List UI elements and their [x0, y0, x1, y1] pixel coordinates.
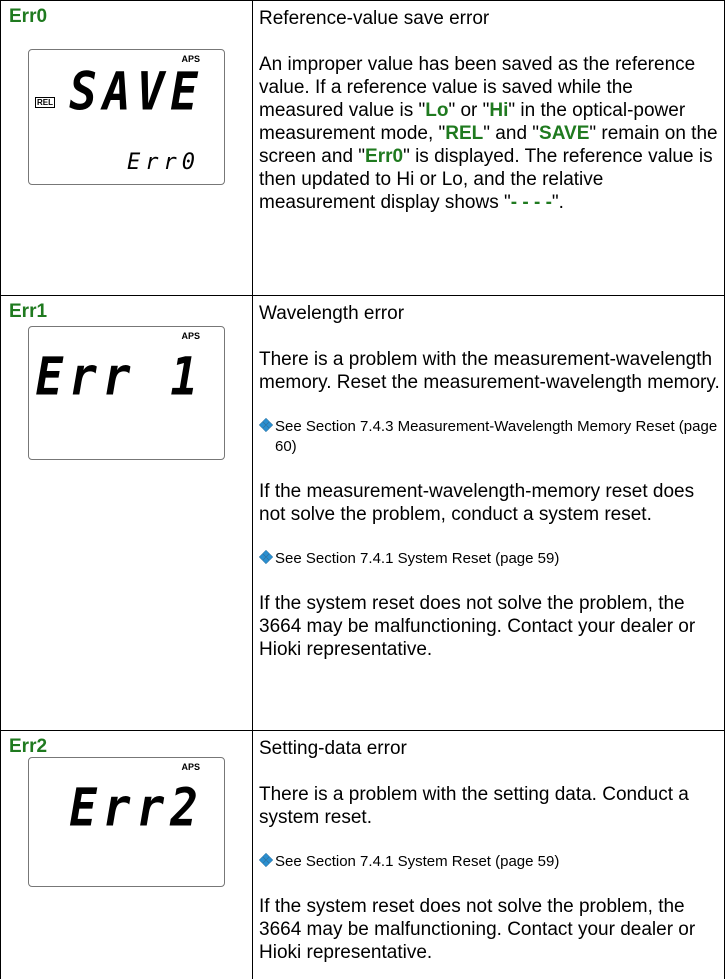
- text: " or ": [448, 100, 490, 121]
- lcd-indicator: APS: [181, 331, 200, 341]
- error-code: Err0: [9, 6, 48, 27]
- lcd-display: APS Err2: [28, 757, 225, 887]
- reference-text: See Section 7.4.1 System Reset (page 59): [275, 853, 560, 870]
- text: " is displayed. The reference value is t…: [259, 146, 713, 213]
- highlight: REL: [445, 123, 484, 144]
- lcd-sub: Err0: [127, 150, 200, 175]
- see-reference: See Section 7.4.3 Measurement-Wavelength…: [258, 417, 720, 457]
- text: " in the optical-power measurement mode,…: [259, 100, 686, 144]
- paragraph: If the system reset does not solve the p…: [259, 592, 720, 661]
- lcd-indicator: APS: [181, 762, 200, 772]
- error-row: Err1 APS Err 1 Wavelength error There is a p…: [1, 296, 725, 731]
- error-code: Err2: [9, 736, 48, 757]
- error-title: Setting-data error: [259, 738, 407, 759]
- highlight: Hi: [489, 100, 509, 121]
- reference-icon: [258, 852, 274, 868]
- description-cell: Setting-data error There is a problem wit…: [253, 731, 725, 979]
- highlight: Lo: [425, 100, 449, 121]
- text: ".: [551, 192, 564, 213]
- paragraph: An improper value has been saved as the …: [259, 53, 720, 214]
- error-cell: Err1 APS Err 1: [1, 296, 253, 730]
- text: " remain on the screen and ": [259, 123, 718, 167]
- error-title: Reference-value save error: [259, 8, 490, 29]
- paragraph: There is a problem with the setting data…: [259, 783, 720, 829]
- paragraph: If the system reset does not solve the p…: [259, 895, 720, 964]
- description-cell: Reference-value save error An improper va…: [253, 1, 725, 295]
- highlight: SAVE: [539, 123, 590, 144]
- error-title: Wavelength error: [259, 303, 405, 324]
- see-reference: See Section 7.4.1 System Reset (page 59): [258, 852, 720, 872]
- lcd-display: APS Err 1: [28, 326, 225, 460]
- reference-text: See Section 7.4.1 System Reset (page 59): [275, 550, 560, 567]
- text: If the system reset does not solve the p…: [259, 593, 696, 660]
- lcd-left-indicator: REL: [35, 97, 55, 108]
- lcd-display: APS SAVE REL Err0: [28, 49, 225, 185]
- see-reference: See Section 7.4.1 System Reset (page 59): [258, 549, 720, 569]
- lcd-main: Err 1: [35, 344, 204, 408]
- paragraph: There is a problem with the measurement-…: [259, 348, 720, 394]
- reference-icon: [258, 417, 274, 433]
- reference-text: See Section 7.4.3 Measurement-Wavelength…: [275, 418, 718, 455]
- highlight: - - - -: [510, 192, 552, 213]
- text: If the system reset does not solve the p…: [259, 896, 696, 963]
- error-row: Err2 APS Err2 Setting-data error There is a …: [1, 731, 725, 979]
- lcd-indicator: APS: [181, 54, 200, 64]
- text: " and ": [483, 123, 540, 144]
- highlight: Err0: [365, 146, 404, 167]
- error-cell: Err2 APS Err2: [1, 731, 253, 979]
- text: If the measurement-wavelength-memory res…: [259, 481, 695, 525]
- description-cell: Wavelength error There is a problem with …: [253, 296, 725, 730]
- text: There is a problem with the setting data…: [259, 784, 689, 828]
- paragraph: If the measurement-wavelength-memory res…: [259, 480, 720, 526]
- reference-icon: [258, 549, 274, 565]
- lcd-main: SAVE: [69, 59, 204, 123]
- lcd-main: Err2: [69, 775, 204, 839]
- text: An improper value has been saved as the …: [259, 54, 696, 121]
- error-cell: Err0 APS SAVE REL Err0: [1, 1, 253, 295]
- error-code: Err1: [9, 301, 48, 322]
- error-row: Err0 APS SAVE REL Err0 Reference-value save e…: [1, 1, 725, 296]
- text: There is a problem with the measurement-…: [259, 349, 720, 393]
